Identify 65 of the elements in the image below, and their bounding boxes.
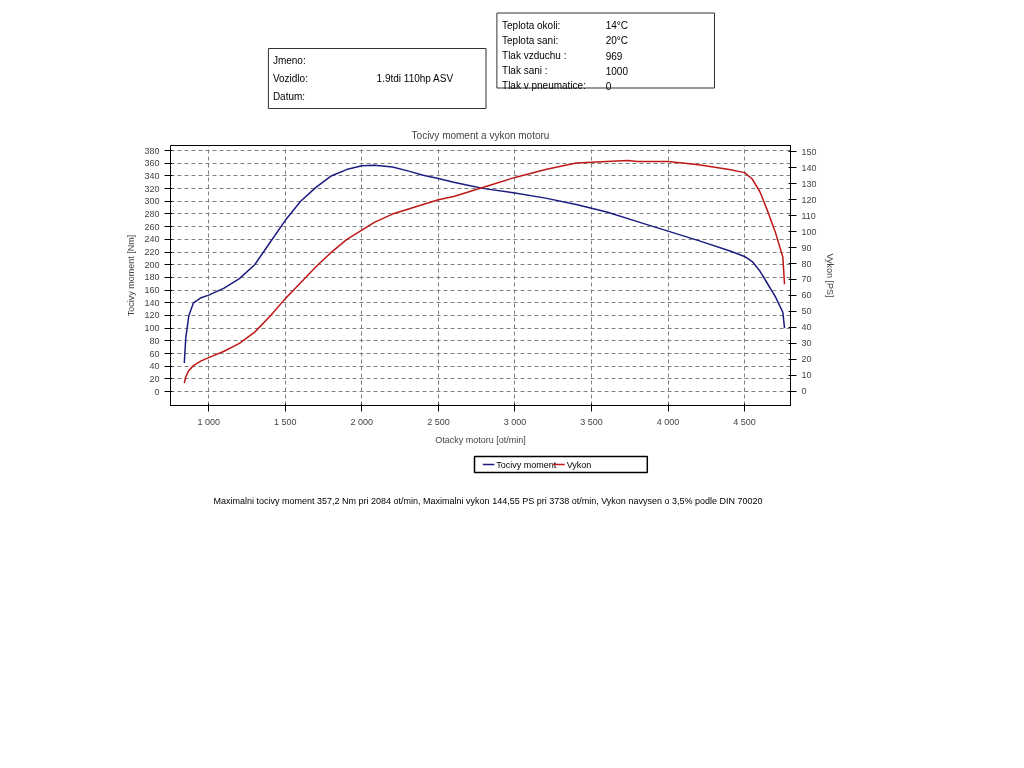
y2-tick-label: 100 <box>801 226 817 237</box>
text: 1.9tdi 110hp ASV <box>376 73 454 84</box>
y2-tick-label: 90 <box>801 242 812 253</box>
y2-tick-label: 130 <box>801 178 817 189</box>
text: 0 <box>605 80 612 92</box>
y-tick-label: 360 <box>144 158 160 169</box>
y-tick-label: 200 <box>144 259 160 270</box>
x-tick-label: 3 000 <box>503 416 527 427</box>
text: 1000 <box>605 65 629 77</box>
text: Tlak sani : <box>502 65 548 76</box>
y2-tick-label: 60 <box>801 290 812 301</box>
y2-tick-label: 20 <box>801 354 812 365</box>
text: Maximalni tocivy moment 357,2 Nm pri 2084 ot/min, Maximalni vykon 144,55 PS pri 3738 ot/min, Vykon navysen o 3,5% podle DIN 70020 <box>213 495 763 506</box>
x-axis-title: Otacky motoru [ot/min] <box>435 434 526 445</box>
text: Tlak vzduchu : <box>502 50 567 61</box>
y2-tick-label: 40 <box>801 322 812 333</box>
y-tick-label: 120 <box>144 310 160 321</box>
y-tick-label: 340 <box>144 170 160 181</box>
y2-tick-label: 110 <box>801 210 816 221</box>
y-tick-label: 40 <box>149 361 160 372</box>
text: Teplota sani: <box>502 35 559 46</box>
x-tick-label: 4 000 <box>656 416 680 427</box>
y2-axis-title: Vykon [PS] <box>824 253 835 298</box>
y-tick-label: 260 <box>144 221 160 232</box>
y2-tick-label: 140 <box>801 162 817 173</box>
y2-tick-label: 70 <box>801 274 812 285</box>
text: 20°C <box>605 35 629 46</box>
y2-tick-label: 10 <box>801 370 812 381</box>
text: 14°C <box>605 20 629 31</box>
y-tick-label: 140 <box>144 297 160 308</box>
y2-tick-label: 80 <box>801 258 812 269</box>
y-tick-label: 180 <box>144 272 160 283</box>
y-tick-label: 80 <box>149 335 160 346</box>
x-tick-label: 1 500 <box>274 416 297 427</box>
y-tick-label: 20 <box>149 373 160 384</box>
y-tick-label: 160 <box>144 285 160 296</box>
legend-label: Tocivy moment <box>496 459 557 470</box>
y-tick-label: 100 <box>144 323 160 334</box>
chart-title: Tocivy moment a vykon motoru <box>411 129 550 141</box>
text: Datum: <box>272 91 306 102</box>
text: Tlak v pneumatice: <box>502 80 586 91</box>
x-tick-label: 2 500 <box>427 416 450 427</box>
y-tick-label: 380 <box>144 145 160 156</box>
x-tick-label: 1 000 <box>197 416 221 427</box>
y2-tick-label: 150 <box>801 146 817 157</box>
legend-label: Vykon <box>566 459 592 470</box>
y2-tick-label: 120 <box>801 194 817 205</box>
y-axis-title: Tocivy moment [Nm] <box>126 234 137 317</box>
y2-tick-label: 50 <box>801 306 812 317</box>
y-tick-label: 300 <box>144 196 160 207</box>
y-tick-label: 320 <box>144 183 160 194</box>
x-tick-label: 2 000 <box>350 416 374 427</box>
text: Vozidlo: <box>272 73 308 84</box>
text: Teplota okoli: <box>502 20 561 31</box>
y-tick-label: 240 <box>144 234 160 245</box>
y2-tick-label: 0 <box>801 386 807 397</box>
y-tick-label: 0 <box>154 386 160 397</box>
x-tick-label: 3 500 <box>580 416 603 427</box>
text: 969 <box>605 50 623 62</box>
x-tick-label: 4 500 <box>733 416 756 427</box>
y-tick-label: 60 <box>149 348 160 359</box>
y-tick-label: 280 <box>144 208 160 219</box>
y2-tick-label: 30 <box>801 338 812 349</box>
y-tick-label: 220 <box>144 247 160 258</box>
text: Jmeno: <box>272 55 306 66</box>
